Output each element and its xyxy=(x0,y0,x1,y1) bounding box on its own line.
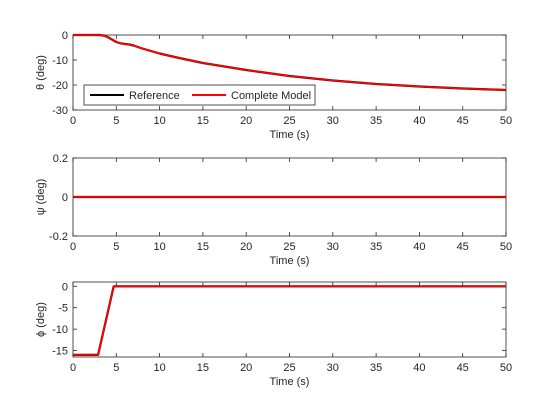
x-tick-label: 20 xyxy=(240,362,252,374)
x-tick-label: 30 xyxy=(327,115,339,127)
x-tick-label: 20 xyxy=(240,115,252,127)
x-tick-label: 45 xyxy=(457,115,469,127)
x-tick-label: 45 xyxy=(457,241,469,253)
x-tick-label: 25 xyxy=(283,115,295,127)
x-tick-label: 25 xyxy=(283,241,295,253)
x-tick-label: 5 xyxy=(113,241,119,253)
axes-box xyxy=(72,281,507,358)
x-tick-label: 50 xyxy=(500,115,512,127)
x-tick-label: 5 xyxy=(113,362,119,374)
x-tick-label: 15 xyxy=(197,241,209,253)
x-tick-label: 0 xyxy=(70,241,76,253)
x-tick-label: 35 xyxy=(370,241,382,253)
x-axis-label: Time (s) xyxy=(270,255,310,267)
x-tick-label: 15 xyxy=(197,362,209,374)
y-axis-label: θ (deg) xyxy=(35,55,47,90)
x-tick-label: 30 xyxy=(327,241,339,253)
x-tick-label: 25 xyxy=(283,362,295,374)
y-tick-label: 0 xyxy=(62,281,68,293)
legend-label-complete-model: Complete Model xyxy=(231,90,311,102)
subplot-1: 0 5 10 15 20 25 30 35 40 45 50 0 -10 -20 -30 Time (s) θ … xyxy=(35,30,512,141)
y-tick-label: -10 xyxy=(52,55,68,67)
x-tick-label: 10 xyxy=(153,362,165,374)
x-tick-label: 40 xyxy=(413,115,425,127)
y-axis-label: ψ (deg) xyxy=(35,179,47,216)
y-tick-label: -20 xyxy=(52,80,68,92)
x-axis-label: Time (s) xyxy=(270,376,310,388)
y-tick-label: -15 xyxy=(52,346,68,358)
x-tick-label: 30 xyxy=(327,362,339,374)
y-tick-label: -5 xyxy=(58,303,68,315)
x-tick-label: 20 xyxy=(240,241,252,253)
y-tick-label: 0.2 xyxy=(53,153,68,165)
series-line-complete-model xyxy=(73,34,507,91)
x-tick-label: 40 xyxy=(413,241,425,253)
x-tick-label: 0 xyxy=(70,115,76,127)
x-tick-label: 45 xyxy=(457,362,469,374)
x-tick-label: 40 xyxy=(413,362,425,374)
x-tick-label: 5 xyxy=(113,115,119,127)
x-axis-label: Time (s) xyxy=(270,129,310,141)
x-tick-label: 35 xyxy=(370,362,382,374)
y-tick-label: -10 xyxy=(52,324,68,336)
legend: Reference Complete Model xyxy=(83,84,316,106)
x-tick-label: 10 xyxy=(153,115,165,127)
y-tick-label: -30 xyxy=(52,105,68,117)
y-tick-label: 0 xyxy=(62,192,68,204)
y-tick-label: 0 xyxy=(62,30,68,42)
series-line-complete-model xyxy=(73,285,506,356)
subplot-3: 0 5 10 15 20 25 30 35 40 45 50 0 -5 -10 -15 Time (s) ϕ (… xyxy=(35,281,512,388)
x-tick-label: 35 xyxy=(370,115,382,127)
y-tick-label: -0.2 xyxy=(49,231,68,243)
y-axis-label: ϕ (deg) xyxy=(35,302,47,337)
x-tick-label: 10 xyxy=(153,241,165,253)
x-tick-label: 50 xyxy=(500,362,512,374)
x-tick-label: 0 xyxy=(70,362,76,374)
x-tick-label: 50 xyxy=(500,241,512,253)
x-tick-label: 15 xyxy=(197,115,209,127)
legend-label-reference: Reference xyxy=(129,90,180,102)
